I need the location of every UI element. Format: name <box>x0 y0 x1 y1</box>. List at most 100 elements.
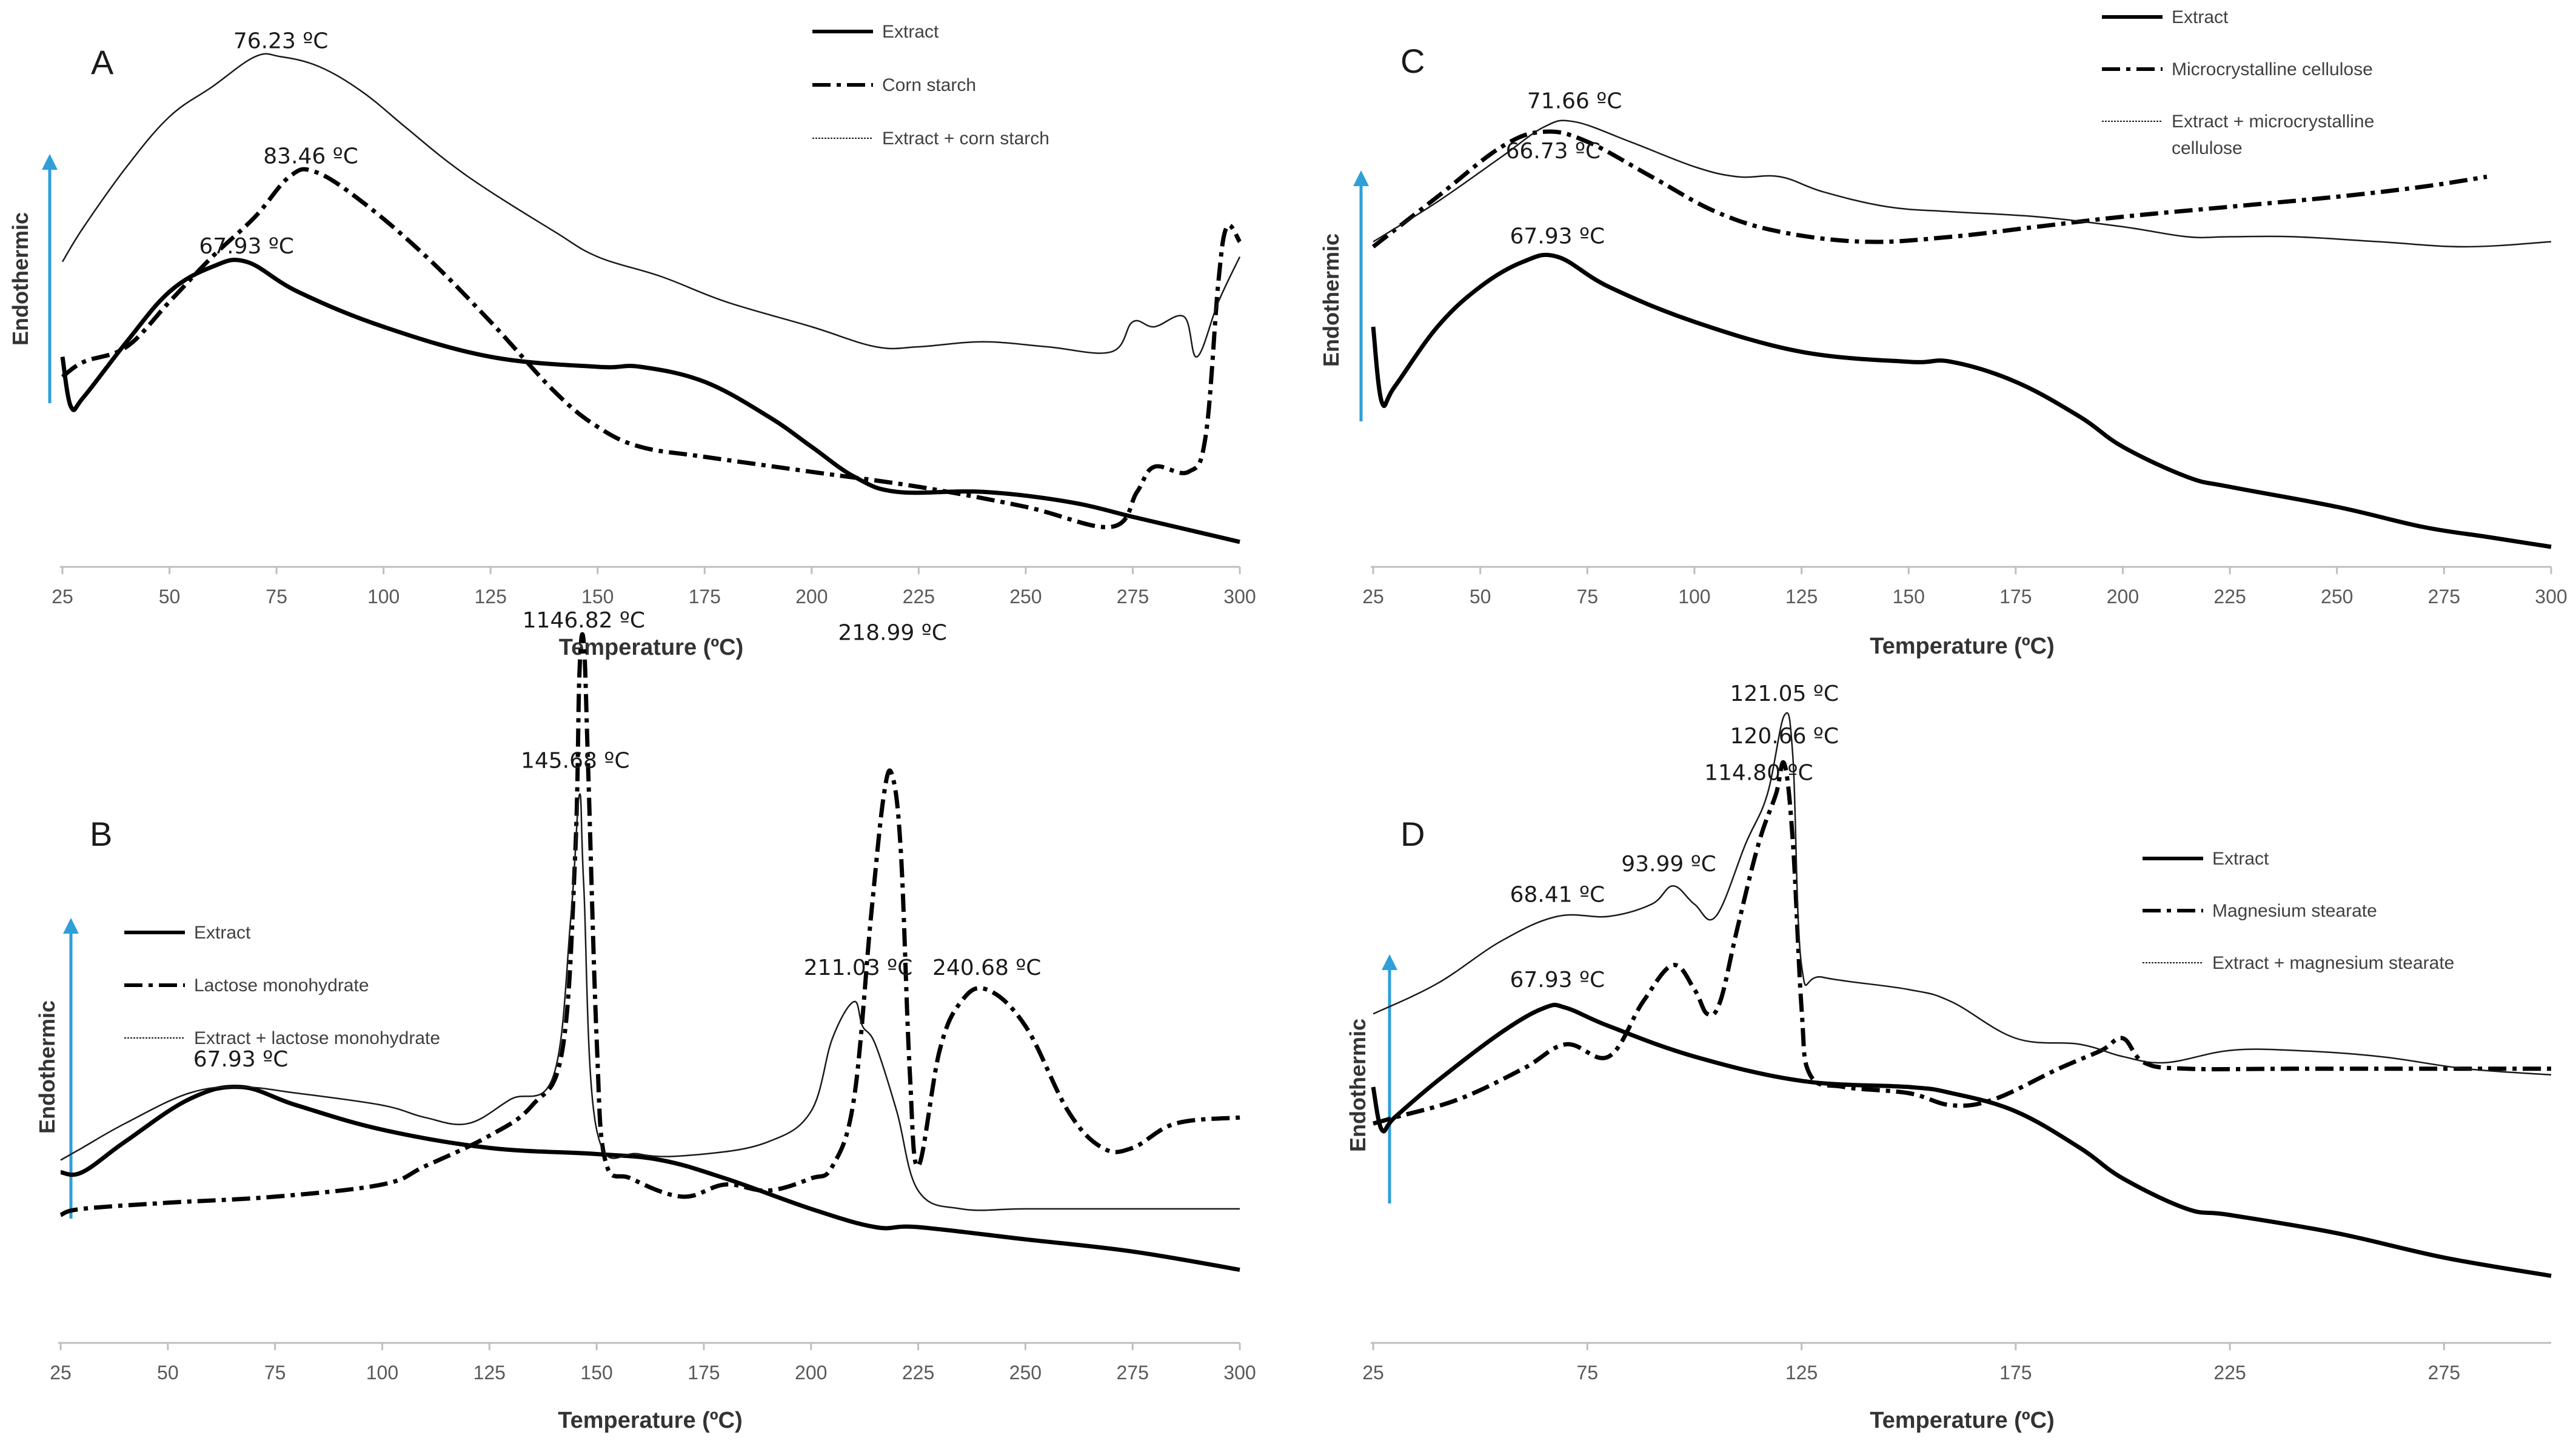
x-axis-label: Temperature (ºC) <box>1870 634 2055 659</box>
panel-label: B <box>90 815 112 853</box>
x-tick-label: 300 <box>1223 586 1256 607</box>
legend-label: Corn starch <box>882 75 976 95</box>
peak-label: 67.93 ºC <box>1510 968 1605 992</box>
legend-label: Extract <box>2212 849 2269 869</box>
x-tick-label: 150 <box>580 1362 612 1384</box>
legend-label-line: cellulose <box>2172 138 2243 158</box>
peak-label: 145.68 ºC <box>521 748 630 773</box>
x-axis-label: Temperature (ºC) <box>1870 1408 2055 1433</box>
endothermic-arrowhead <box>42 154 58 170</box>
series-line-thick <box>60 258 1240 544</box>
peak-label: 66.73 ºC <box>1505 139 1601 164</box>
series-line-thick <box>1371 252 2552 549</box>
x-tick-label: 225 <box>2213 1362 2246 1384</box>
x-tick-label: 150 <box>581 586 614 607</box>
peak-label: 218.99 ºC <box>838 620 947 645</box>
x-tick-label: 100 <box>367 586 400 607</box>
x-tick-label: 125 <box>473 1362 506 1384</box>
series-line-thick <box>60 1085 1240 1272</box>
legend-label: Extract <box>882 22 939 42</box>
series-line-dashdot <box>59 632 1240 1217</box>
x-tick-label: 175 <box>687 1362 720 1384</box>
x-tick-label: 200 <box>2107 586 2139 607</box>
peak-label: 120.66 ºC <box>1730 724 1839 749</box>
x-tick-label: 75 <box>264 1362 286 1384</box>
y-axis-label: Endothermic <box>8 212 33 346</box>
x-tick-label: 175 <box>1999 1362 2032 1384</box>
x-axis-label: Temperature (ºC) <box>558 1408 743 1433</box>
x-tick-label: 250 <box>1009 586 1042 607</box>
x-tick-label: 300 <box>2535 586 2567 607</box>
x-tick-label: 75 <box>1576 586 1598 607</box>
x-tick-label: 150 <box>1892 586 1924 607</box>
panel-c: C 25 50 75 100 125 150 175 200 225 250 275 300 Temper… <box>1319 7 2568 659</box>
x-tick-label: 250 <box>2321 586 2353 607</box>
legend-label: Extract + corn starch <box>882 129 1049 149</box>
peak-label: 240.68 ºC <box>932 955 1042 980</box>
series-line-thin <box>1373 712 2552 1076</box>
x-tick-label: 200 <box>795 1362 827 1384</box>
legend-label: Extract + lactose monohydrate <box>194 1028 440 1048</box>
y-axis-label: Endothermic <box>1345 1019 1370 1152</box>
panel-label: D <box>1400 815 1425 853</box>
legend-label: Extract <box>2172 7 2229 27</box>
x-tick-label: 275 <box>2428 1362 2460 1384</box>
peak-label: 93.99 ºC <box>1621 852 1716 877</box>
endothermic-arrowhead <box>63 918 79 934</box>
x-tick-label: 125 <box>1785 586 1818 607</box>
peak-label: 76.23 ºC <box>233 29 329 54</box>
peak-label: 83.46 ºC <box>263 144 358 169</box>
x-tick-label: 25 <box>52 586 73 607</box>
series-line-thin <box>60 793 1240 1211</box>
peak-label: 1146.82 ºC <box>523 608 645 633</box>
x-tick-label: 25 <box>1362 1362 1384 1384</box>
y-axis-label: Endothermic <box>35 1000 59 1134</box>
y-axis-label: Endothermic <box>1319 233 1343 367</box>
series-line-dashdot <box>61 167 1242 530</box>
x-tick-label: 50 <box>1470 586 1491 607</box>
peak-label: 114.80 ºC <box>1704 760 1813 785</box>
x-tick-label: 25 <box>1362 586 1384 607</box>
panel-label: C <box>1400 42 1425 80</box>
x-tick-label: 250 <box>1009 1362 1042 1384</box>
panel-label: A <box>91 43 114 81</box>
series-line-thick <box>1371 1003 2552 1278</box>
x-tick-label: 100 <box>1678 586 1710 607</box>
x-tick-label: 200 <box>795 586 828 607</box>
series-line-thin <box>1373 119 2552 248</box>
x-tick-label: 125 <box>1785 1362 1818 1384</box>
x-tick-label: 175 <box>1999 586 2032 607</box>
x-tick-label: 175 <box>689 586 721 607</box>
x-tick-label: 225 <box>902 1362 934 1384</box>
series-line-dashdot <box>1371 129 2487 249</box>
endothermic-arrowhead <box>1353 170 1369 186</box>
series-line-dashdot <box>1373 760 2551 1126</box>
x-tick-label: 25 <box>50 1362 72 1384</box>
x-tick-label: 275 <box>2428 586 2460 607</box>
x-tick-label: 75 <box>1576 1362 1598 1384</box>
panel-b: B 25 50 75 100 125 150 175 200 225 250 275 300 Temper… <box>35 608 1256 1433</box>
peak-label: 67.93 ºC <box>199 234 294 259</box>
x-tick-label: 225 <box>2213 586 2246 607</box>
x-tick-label: 50 <box>157 1362 179 1384</box>
peak-label: 67.93 ºC <box>1510 224 1605 249</box>
peak-label: 211.03 ºC <box>804 955 913 980</box>
panel-d: D 25 75 125 175 225 275 Temperature (ºC) Endothe… <box>1345 681 2552 1433</box>
x-tick-label: 300 <box>1223 1362 1256 1384</box>
peak-label: 67.93 ºC <box>193 1047 289 1072</box>
peak-label: 68.41 ºC <box>1510 882 1605 907</box>
legend-label: Extract <box>194 923 251 943</box>
legend-label: Microcrystalline cellulose <box>2172 59 2373 79</box>
x-tick-label: 125 <box>474 586 506 607</box>
endothermic-arrowhead <box>1382 954 1397 970</box>
panel-a: A 25 50 75 100 125 150 175 200 225 250 275 300 Temper… <box>8 22 1256 660</box>
series-line-thin <box>61 53 1241 358</box>
legend-label: Magnesium stearate <box>2212 901 2377 921</box>
x-tick-label: 100 <box>366 1362 398 1384</box>
peak-label: 71.66 ºC <box>1527 89 1622 114</box>
legend-label: Extract + magnesium stearate <box>2212 953 2454 973</box>
x-axis-label: Temperature (ºC) <box>559 635 744 660</box>
x-tick-label: 275 <box>1117 586 1149 607</box>
legend-label: Extract + microcrystalline cellulose <box>2172 112 2374 158</box>
